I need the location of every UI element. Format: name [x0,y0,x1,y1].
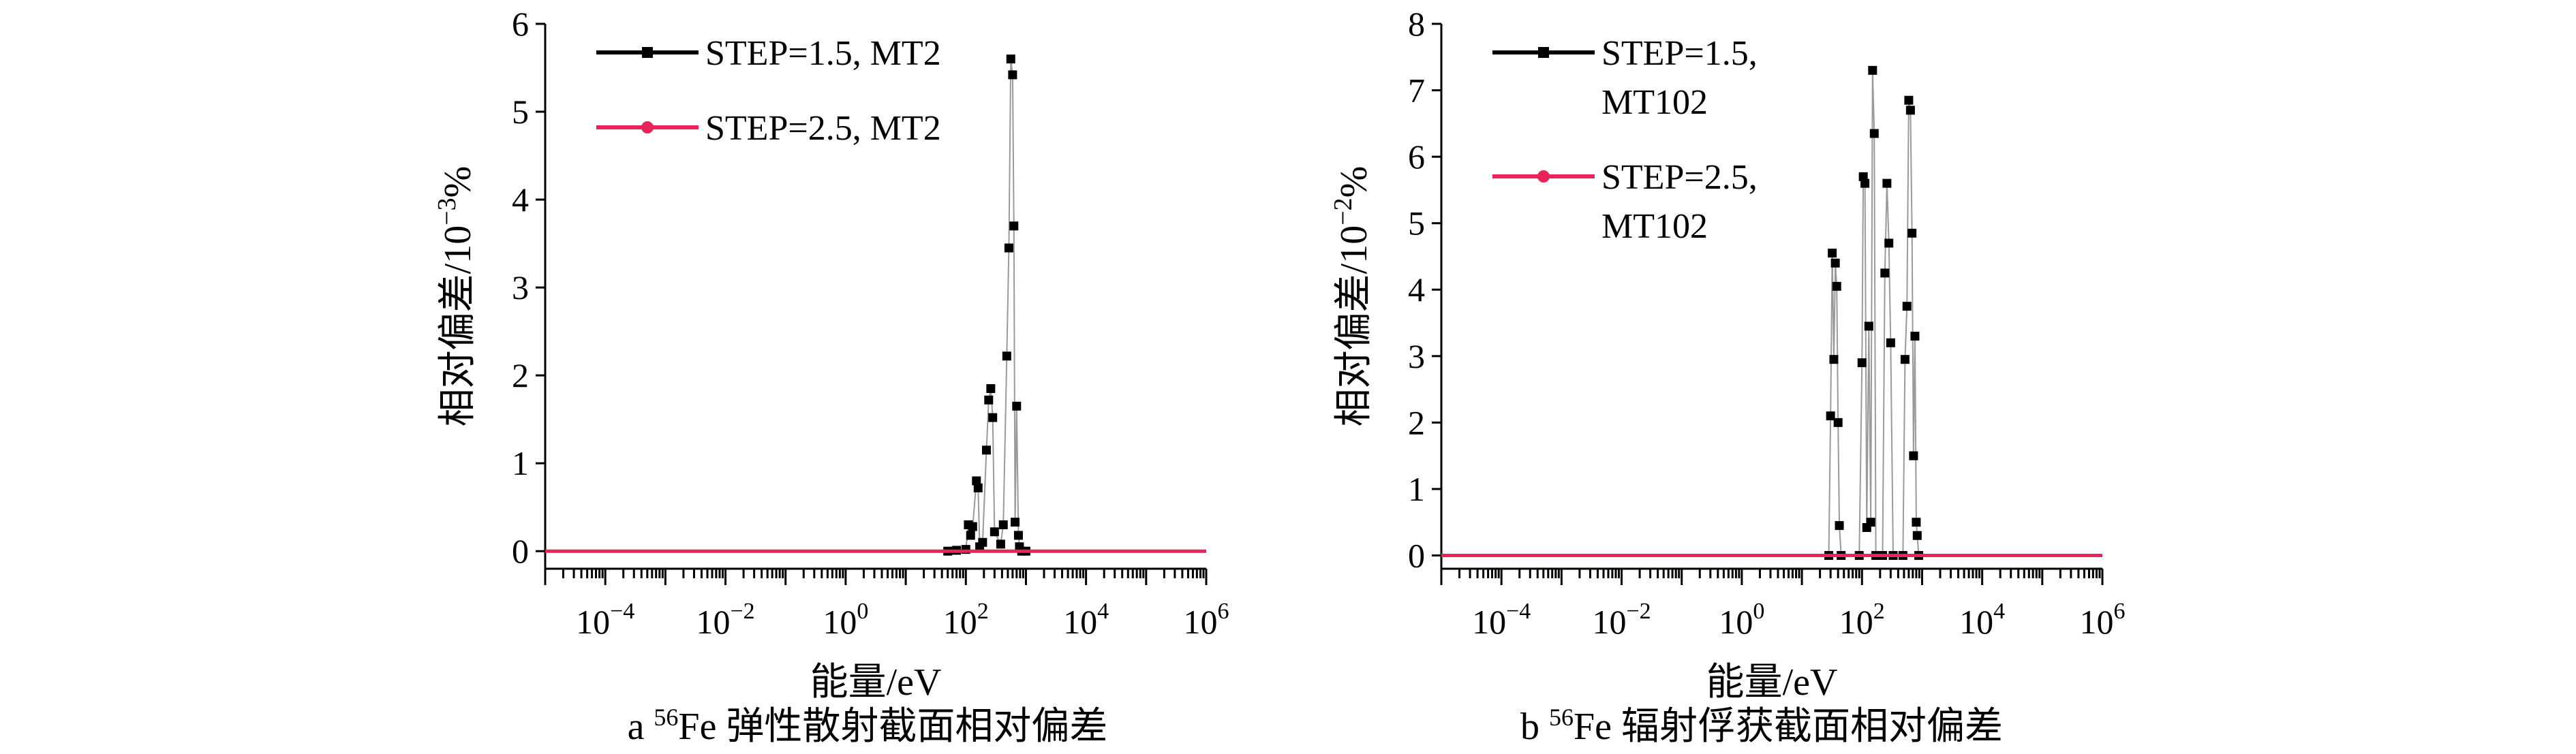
data-point-step15 [973,483,983,492]
data-point-step15 [1866,518,1875,527]
data-point-step15 [986,383,996,393]
data-point-step15 [1900,355,1910,364]
figure-caption: b 56Fe 辐射俘获截面相对偏差 [1520,704,2003,748]
y-tick-label: 3 [512,268,529,307]
data-point-step15 [1912,518,1921,527]
data-point-step15 [1830,258,1840,268]
data-point-step15 [972,476,981,486]
y-tick-label: 5 [1408,204,1425,242]
data-point-step15 [1828,249,1837,258]
data-point-step15 [1880,268,1890,278]
series-line-step15 [947,59,1026,552]
y-tick-label: 1 [1408,470,1425,508]
series-line-step15 [1828,70,1920,556]
data-point-step15 [978,537,987,547]
chart-panel-b: 0 1 2 3 4 5 6 7 8 10−4 10−2 100 102 104 106 能量/eV 相对偏差/1… [1329,5,2126,748]
x-tick-label: 102 [943,599,989,641]
data-point-step15 [981,445,991,455]
data-point-step15 [1835,521,1844,531]
data-point-step15 [1869,129,1879,138]
x-tick-label: 10−2 [696,599,754,641]
data-point-step15 [1833,418,1843,427]
x-tick-label: 104 [1063,599,1109,641]
data-point-step15 [968,522,977,531]
x-minor-ticks [1440,569,2101,585]
data-point-step15 [998,520,1008,529]
data-point-step15 [1012,401,1022,411]
x-tick-label: 104 [1959,599,2005,641]
data-point-step15 [1884,238,1894,248]
data-point-step15 [1011,518,1020,527]
data-point-step15 [990,527,999,537]
data-point-step15 [1910,332,1920,341]
data-point-step15 [1013,531,1023,540]
y-tick-label: 1 [512,444,529,482]
data-point-step15 [1902,302,1912,311]
legend-label: MT102 [1601,83,1708,122]
legend-label: STEP=1.5, [1601,34,1758,73]
x-minor-ticks [544,569,1205,585]
x-tick-label: 106 [2080,599,2126,641]
y-tick-label: 8 [1408,5,1425,43]
data-point-step15 [1009,221,1019,231]
y-tick-label: 4 [1408,270,1425,309]
data-point-step15 [1860,178,1870,188]
data-point-step15 [966,531,975,540]
data-point-step15 [1832,281,1841,291]
data-point-step15 [1909,451,1918,460]
y-tick-label: 2 [1408,403,1425,441]
y-tick-label: 5 [512,93,529,131]
y-tick-label: 7 [1408,72,1425,110]
x-axis-label: 能量/eV [810,661,942,704]
data-point-step15 [1008,70,1017,80]
data-point-step15 [1829,355,1839,364]
data-point-step15 [1864,321,1873,331]
x-axis-label: 能量/eV [1706,661,1838,704]
x-tick-label: 100 [823,599,868,641]
legend-label: STEP=2.5, MT2 [705,109,941,148]
data-point-step15 [1912,531,1922,540]
data-point-step15 [1858,172,1868,181]
legend-marker [1538,47,1549,58]
figure-caption: a 56Fe 弹性散射截面相对偏差 [628,704,1108,748]
data-point-step15 [1886,338,1895,347]
data-point-step15 [1868,65,1877,75]
x-tick-label: 10−4 [1472,599,1531,641]
x-tick-label: 102 [1839,599,1885,641]
legend-marker [642,47,653,58]
data-point-step15 [988,413,998,422]
chart-panel-a: 0 1 2 3 4 5 6 10−4 10−2 100 102 104 106 能量/eV 相对偏差/10−… [433,5,1229,748]
data-point-step15 [1006,54,1015,64]
data-point-step15 [984,395,994,405]
legend-marker [641,121,654,133]
data-point-step15 [1857,358,1867,368]
y-tick-label: 0 [512,532,529,570]
data-point-step15 [1002,351,1011,361]
data-point-step15 [1826,411,1835,421]
y-tick-label: 4 [512,180,529,219]
y-tick-label: 0 [1408,536,1425,574]
x-tick-label: 10−2 [1592,599,1651,641]
data-point-step15 [1882,178,1892,188]
x-tick-label: 10−4 [576,599,634,641]
data-point-step15 [1907,228,1917,238]
legend-label: STEP=1.5, MT2 [705,34,941,73]
data-point-step15 [1004,243,1013,253]
legend-label: STEP=2.5, [1601,158,1758,197]
x-tick-label: 106 [1184,599,1229,641]
y-axis-label: 相对偏差/10−3% [433,166,479,427]
legend-label: MT102 [1601,207,1708,246]
y-tick-label: 6 [512,5,529,43]
y-axis-label: 相对偏差/10−2% [1329,166,1375,427]
data-point-step15 [1904,95,1914,105]
x-tick-label: 100 [1719,599,1764,641]
data-point-step15 [1905,106,1915,115]
y-tick-label: 2 [512,356,529,394]
y-tick-label: 3 [1408,337,1425,375]
data-point-step15 [996,539,1005,549]
y-tick-label: 6 [1408,138,1425,176]
legend-marker [1537,170,1550,183]
